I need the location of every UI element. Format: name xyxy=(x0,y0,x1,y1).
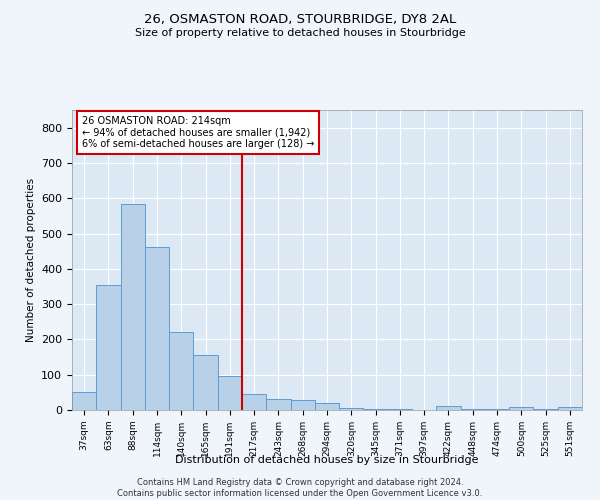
Bar xyxy=(461,409,485,410)
Text: Size of property relative to detached houses in Stourbridge: Size of property relative to detached ho… xyxy=(134,28,466,38)
Text: 26 OSMASTON ROAD: 214sqm
← 94% of detached houses are smaller (1,942)
6% of semi: 26 OSMASTON ROAD: 214sqm ← 94% of detach… xyxy=(82,116,314,149)
Bar xyxy=(533,409,558,410)
Text: 26, OSMASTON ROAD, STOURBRIDGE, DY8 2AL: 26, OSMASTON ROAD, STOURBRIDGE, DY8 2AL xyxy=(144,12,456,26)
Bar xyxy=(388,409,412,410)
Bar xyxy=(193,356,218,410)
Bar xyxy=(290,400,315,410)
Y-axis label: Number of detached properties: Number of detached properties xyxy=(26,178,35,342)
Bar xyxy=(96,284,121,410)
Bar xyxy=(72,392,96,410)
Bar xyxy=(218,376,242,410)
Bar xyxy=(121,204,145,410)
Bar xyxy=(169,332,193,410)
Bar xyxy=(364,409,388,410)
Bar xyxy=(509,407,533,410)
Bar xyxy=(436,406,461,410)
Bar xyxy=(315,403,339,410)
Bar xyxy=(266,400,290,410)
Bar xyxy=(558,407,582,410)
Bar xyxy=(242,394,266,410)
Bar xyxy=(145,247,169,410)
Bar xyxy=(339,408,364,410)
Text: Distribution of detached houses by size in Stourbridge: Distribution of detached houses by size … xyxy=(175,455,479,465)
Text: Contains HM Land Registry data © Crown copyright and database right 2024.
Contai: Contains HM Land Registry data © Crown c… xyxy=(118,478,482,498)
Bar xyxy=(485,409,509,410)
